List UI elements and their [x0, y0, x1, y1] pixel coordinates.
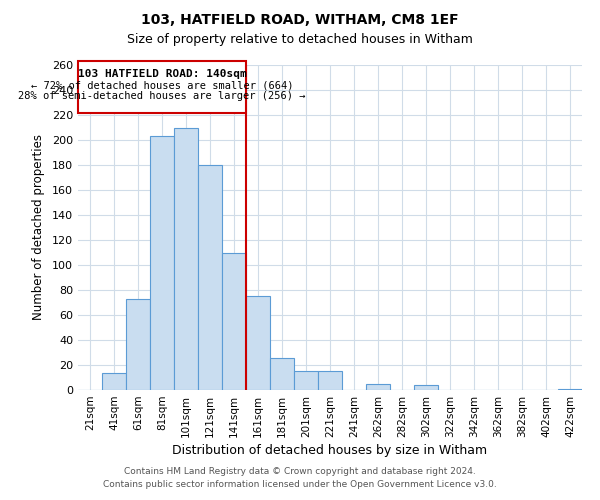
- Bar: [270, 358, 294, 390]
- FancyBboxPatch shape: [78, 61, 246, 112]
- Bar: [318, 371, 342, 390]
- Text: Contains HM Land Registry data © Crown copyright and database right 2024.: Contains HM Land Registry data © Crown c…: [124, 467, 476, 476]
- Text: 28% of semi-detached houses are larger (256) →: 28% of semi-detached houses are larger (…: [18, 91, 306, 101]
- Bar: [558, 389, 582, 390]
- Text: 103 HATFIELD ROAD: 140sqm: 103 HATFIELD ROAD: 140sqm: [77, 68, 247, 78]
- Text: 103, HATFIELD ROAD, WITHAM, CM8 1EF: 103, HATFIELD ROAD, WITHAM, CM8 1EF: [141, 12, 459, 26]
- Bar: [246, 296, 270, 390]
- Text: ← 72% of detached houses are smaller (664): ← 72% of detached houses are smaller (66…: [31, 80, 293, 90]
- Bar: [198, 165, 222, 390]
- Bar: [366, 384, 390, 390]
- Bar: [150, 136, 174, 390]
- Text: Size of property relative to detached houses in Witham: Size of property relative to detached ho…: [127, 32, 473, 46]
- Bar: [222, 252, 246, 390]
- Y-axis label: Number of detached properties: Number of detached properties: [32, 134, 45, 320]
- Bar: [414, 385, 438, 390]
- Bar: [294, 371, 318, 390]
- Bar: [174, 128, 198, 390]
- X-axis label: Distribution of detached houses by size in Witham: Distribution of detached houses by size …: [172, 444, 488, 457]
- Text: Contains public sector information licensed under the Open Government Licence v3: Contains public sector information licen…: [103, 480, 497, 489]
- Bar: [126, 298, 150, 390]
- Bar: [102, 372, 126, 390]
